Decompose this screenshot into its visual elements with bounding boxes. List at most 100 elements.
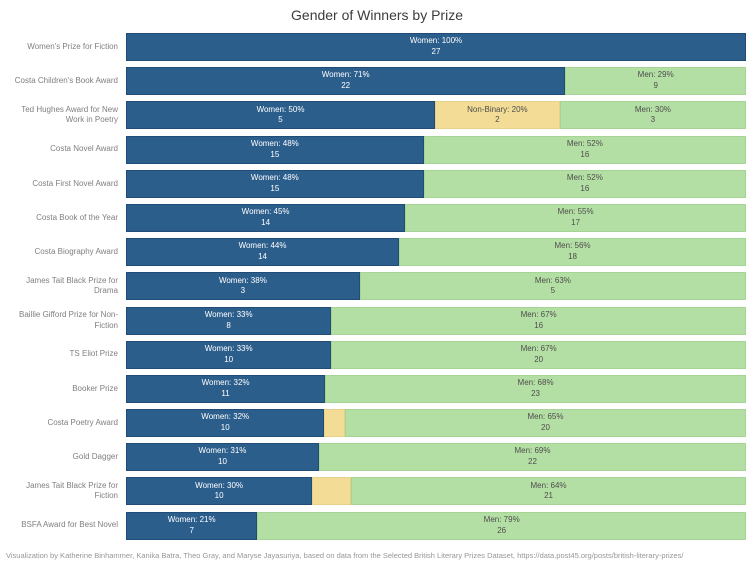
segment-count-label: 5 [550, 286, 556, 296]
bar-segment-men: Men: 30% 3 [559, 101, 746, 130]
prize-label: Costa Novel Award [50, 144, 118, 154]
segment-pct-label: Men: 79% [483, 514, 520, 524]
segment-count-label: 14 [261, 217, 271, 227]
bar-segment-women: Women: 38% 3 [126, 272, 360, 301]
segment-pct-label: Women: 38% [218, 275, 267, 285]
bar-segment-women: Women: 33% 10 [126, 340, 332, 369]
segment-count-label: 26 [497, 525, 507, 535]
prize-label: Costa Biography Award [34, 246, 118, 256]
stacked-bar: Women: 71% 22 Men: 29% 9 [126, 67, 746, 96]
segment-pct-label: Men: 29% [637, 70, 674, 80]
segment-pct-label: Men: 52% [566, 172, 603, 182]
prize-label: Costa Book of the Year [36, 212, 118, 222]
prize-label: TS Eliot Prize [69, 349, 118, 359]
chart-row: Costa Children's Book Award Women: 71% 22… [0, 67, 746, 96]
chart-row: Baillie Gifford Prize for Non-Fiction Wo… [0, 306, 746, 335]
segment-count-label: 20 [541, 423, 550, 433]
chart-row: Gold Dagger Women: 31% 10 Men: 69% 22 [0, 443, 746, 472]
stacked-bar: Women: 38% 3 Men: 63% 5 [126, 272, 746, 301]
segment-count-label: 18 [568, 252, 577, 262]
chart-row: Ted Hughes Award for New Work in Poetry … [0, 101, 746, 130]
segment-count-label: 22 [341, 81, 351, 91]
stacked-bar: Women: 30% 10 Men: 64% 21 [126, 477, 746, 506]
segment-pct-label: Women: 32% [201, 378, 250, 388]
bar-segment-women: Women: 71% 22 [126, 67, 566, 96]
bar-segment-women: Women: 48% 15 [126, 169, 424, 198]
segment-count-label: 3 [650, 115, 656, 125]
bar-segment-women: Women: 48% 15 [126, 135, 424, 164]
bar-segment-women: Women: 100% 27 [126, 33, 746, 61]
segment-count-label: 10 [218, 457, 227, 467]
segment-pct-label: Women: 44% [238, 241, 287, 251]
prize-label: James Tait Black Prize for Drama [26, 275, 118, 296]
segment-pct-label: Women: 33% [204, 343, 253, 353]
bar-segment-men: Men: 55% 17 [405, 203, 746, 232]
segment-count-label: 11 [221, 388, 230, 398]
chart-title: Gender of Winners by Prize [291, 7, 463, 23]
bar-segment-non-binary [312, 477, 352, 506]
prize-label: Baillie Gifford Prize for Non-Fiction [19, 310, 118, 330]
prize-label: BSFA Award for Best Novel [21, 520, 118, 530]
segment-pct-label: Men: 30% [634, 104, 671, 114]
segment-pct-label: Women: 33% [204, 309, 253, 319]
segment-pct-label: Men: 64% [530, 480, 567, 490]
segment-count-label: 17 [571, 217, 581, 227]
segment-count-label: 10 [220, 423, 230, 433]
segment-pct-label: Men: 55% [557, 207, 594, 217]
bar-segment-men: Men: 67% 20 [331, 340, 746, 369]
stacked-bar: Women: 100% 27 [126, 33, 746, 61]
chart-row: TS Eliot Prize Women: 33% 10 Men: 67% 20 [0, 340, 746, 369]
segment-count-label: 15 [270, 183, 280, 193]
prize-label: Costa First Novel Award [32, 178, 118, 188]
prize-label: Ted Hughes Award for New Work in Poetry [21, 104, 118, 125]
bar-segment-women: Women: 50% 5 [126, 101, 435, 130]
segment-count-label: 2 [495, 115, 500, 125]
chart-caption: Visualization by Katherine Binhammer, Ka… [6, 551, 684, 560]
segment-count-label: 10 [214, 491, 224, 501]
bar-segment-women: Women: 32% 10 [126, 409, 325, 438]
segment-count-label: 20 [534, 354, 544, 364]
segment-pct-label: Men: 67% [520, 343, 557, 353]
bar-segment-women: Women: 32% 11 [126, 374, 326, 403]
segment-pct-label: Men: 52% [566, 138, 603, 148]
bar-segment-men: Men: 67% 16 [331, 306, 746, 335]
chart-row: BSFA Award for Best Novel Women: 21% 7 Men… [0, 511, 746, 540]
segment-count-label: 7 [189, 525, 194, 535]
chart-row: Costa Poetry Award Women: 32% 10 Men: 65% 2… [0, 409, 746, 438]
bar-segment-men: Men: 56% 18 [399, 238, 746, 267]
prize-label: James Tait Black Prize for Fiction [26, 481, 118, 501]
chart-row: Costa First Novel Award Women: 48% 15 Men:… [0, 169, 746, 198]
segment-pct-label: Non-Binary: 20% [467, 104, 528, 114]
prize-label: Women's Prize for Fiction [27, 41, 118, 51]
bar-segment-men: Men: 29% 9 [565, 67, 746, 96]
stacked-bar: Women: 33% 10 Men: 67% 20 [126, 340, 746, 369]
bar-segment-men: Men: 63% 5 [359, 272, 746, 301]
stacked-bar: Women: 32% 10 Men: 65% 20 [126, 409, 746, 438]
stacked-bar: Women: 50% 5 Non-Binary: 20% 2 Men: 30% 3 [126, 101, 746, 130]
segment-count-label: 22 [528, 457, 537, 467]
bar-segment-men: Men: 79% 26 [257, 511, 746, 540]
segment-pct-label: Women: 50% [256, 104, 305, 114]
segment-pct-label: Women: 100% [409, 36, 463, 46]
segment-pct-label: Women: 71% [321, 70, 370, 80]
stacked-bar: Women: 45% 14 Men: 55% 17 [126, 203, 746, 232]
bar-segment-women: Women: 21% 7 [126, 511, 258, 540]
segment-pct-label: Men: 63% [534, 275, 571, 285]
segment-count-label: 27 [431, 47, 441, 56]
segment-count-label: 5 [278, 115, 283, 125]
prize-label: Gold Dagger [72, 452, 118, 462]
bar-segment-men: Men: 64% 21 [351, 477, 746, 506]
prize-label: Costa Poetry Award [47, 417, 118, 427]
segment-count-label: 8 [226, 320, 231, 330]
bar-segment-non-binary: Non-Binary: 20% 2 [435, 101, 560, 130]
chart-row: James Tait Black Prize for Fiction Women… [0, 477, 746, 506]
segment-pct-label: Women: 30% [195, 480, 244, 490]
segment-count-label: 3 [240, 286, 246, 296]
segment-pct-label: Men: 56% [554, 241, 591, 251]
chart-row: Booker Prize Women: 32% 11 Men: 68% 23 [0, 374, 746, 403]
segment-pct-label: Men: 69% [514, 446, 551, 456]
segment-pct-label: Women: 21% [167, 514, 216, 524]
segment-pct-label: Women: 31% [198, 446, 247, 456]
segment-count-label: 9 [653, 81, 658, 91]
